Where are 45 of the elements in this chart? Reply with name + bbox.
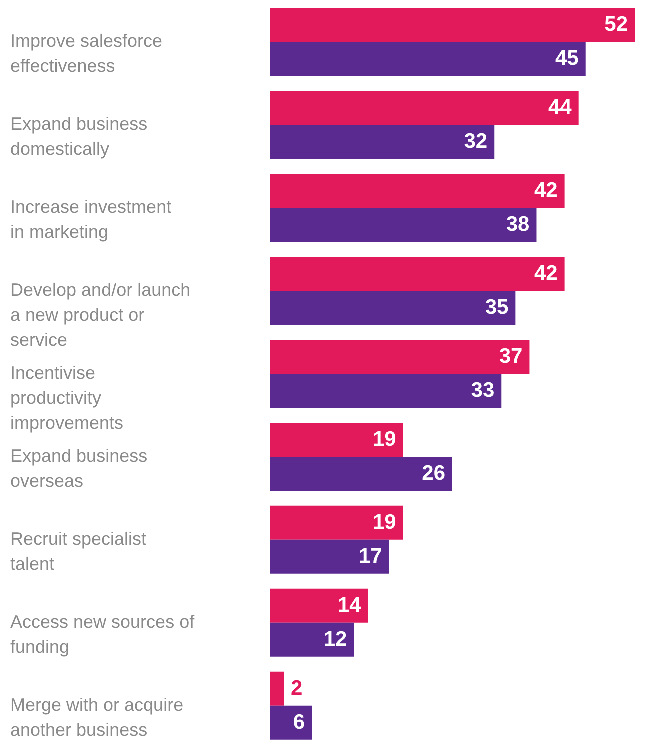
bar <box>270 588 368 623</box>
y-tick-label: Incentivise productivity improvements <box>10 363 124 433</box>
bar <box>270 456 452 491</box>
y-tick-label: Merge with or acquire another business <box>10 694 184 740</box>
bar <box>270 672 284 706</box>
bar <box>270 8 635 42</box>
data-label: 35 <box>485 296 509 320</box>
data-label: 38 <box>506 213 530 236</box>
y-tick-label: Expand business domestically <box>10 114 148 160</box>
data-label: 17 <box>358 544 382 568</box>
bar <box>270 706 312 740</box>
data-label: 52 <box>604 13 628 36</box>
data-label: 19 <box>373 428 396 451</box>
data-label: 45 <box>556 47 580 70</box>
data-label: 33 <box>471 379 495 402</box>
y-tick-label: Expand business overseas <box>10 446 148 491</box>
bar <box>270 340 530 374</box>
data-label: 42 <box>534 179 558 202</box>
data-label: 6 <box>293 710 306 734</box>
bar <box>270 622 354 657</box>
data-label: 14 <box>338 594 362 617</box>
data-label: 37 <box>499 344 523 368</box>
data-label: 32 <box>464 130 488 154</box>
data-label: 42 <box>534 262 558 286</box>
data-label: 26 <box>422 462 446 485</box>
y-tick-label: Increase investment in marketing <box>10 197 172 242</box>
data-label: 44 <box>548 96 572 120</box>
bar <box>270 291 516 326</box>
bar <box>270 208 537 242</box>
data-label: 12 <box>324 628 348 651</box>
y-tick-label: Improve salesforce effectiveness <box>10 31 163 76</box>
y-tick-label: Access new sources of funding <box>10 612 196 657</box>
bar <box>270 506 404 540</box>
bar <box>270 374 502 408</box>
bar <box>270 174 565 208</box>
y-tick-label: Recruit specialist talent <box>10 528 147 574</box>
bar <box>270 125 495 160</box>
bar <box>270 42 586 76</box>
bar <box>270 257 565 292</box>
bar <box>270 91 579 126</box>
bar <box>270 422 404 457</box>
data-label: 2 <box>291 676 303 700</box>
y-tick-label: Develop and/or launch a new product or service <box>10 280 191 350</box>
data-label: 19 <box>373 510 396 534</box>
bar <box>270 540 390 574</box>
